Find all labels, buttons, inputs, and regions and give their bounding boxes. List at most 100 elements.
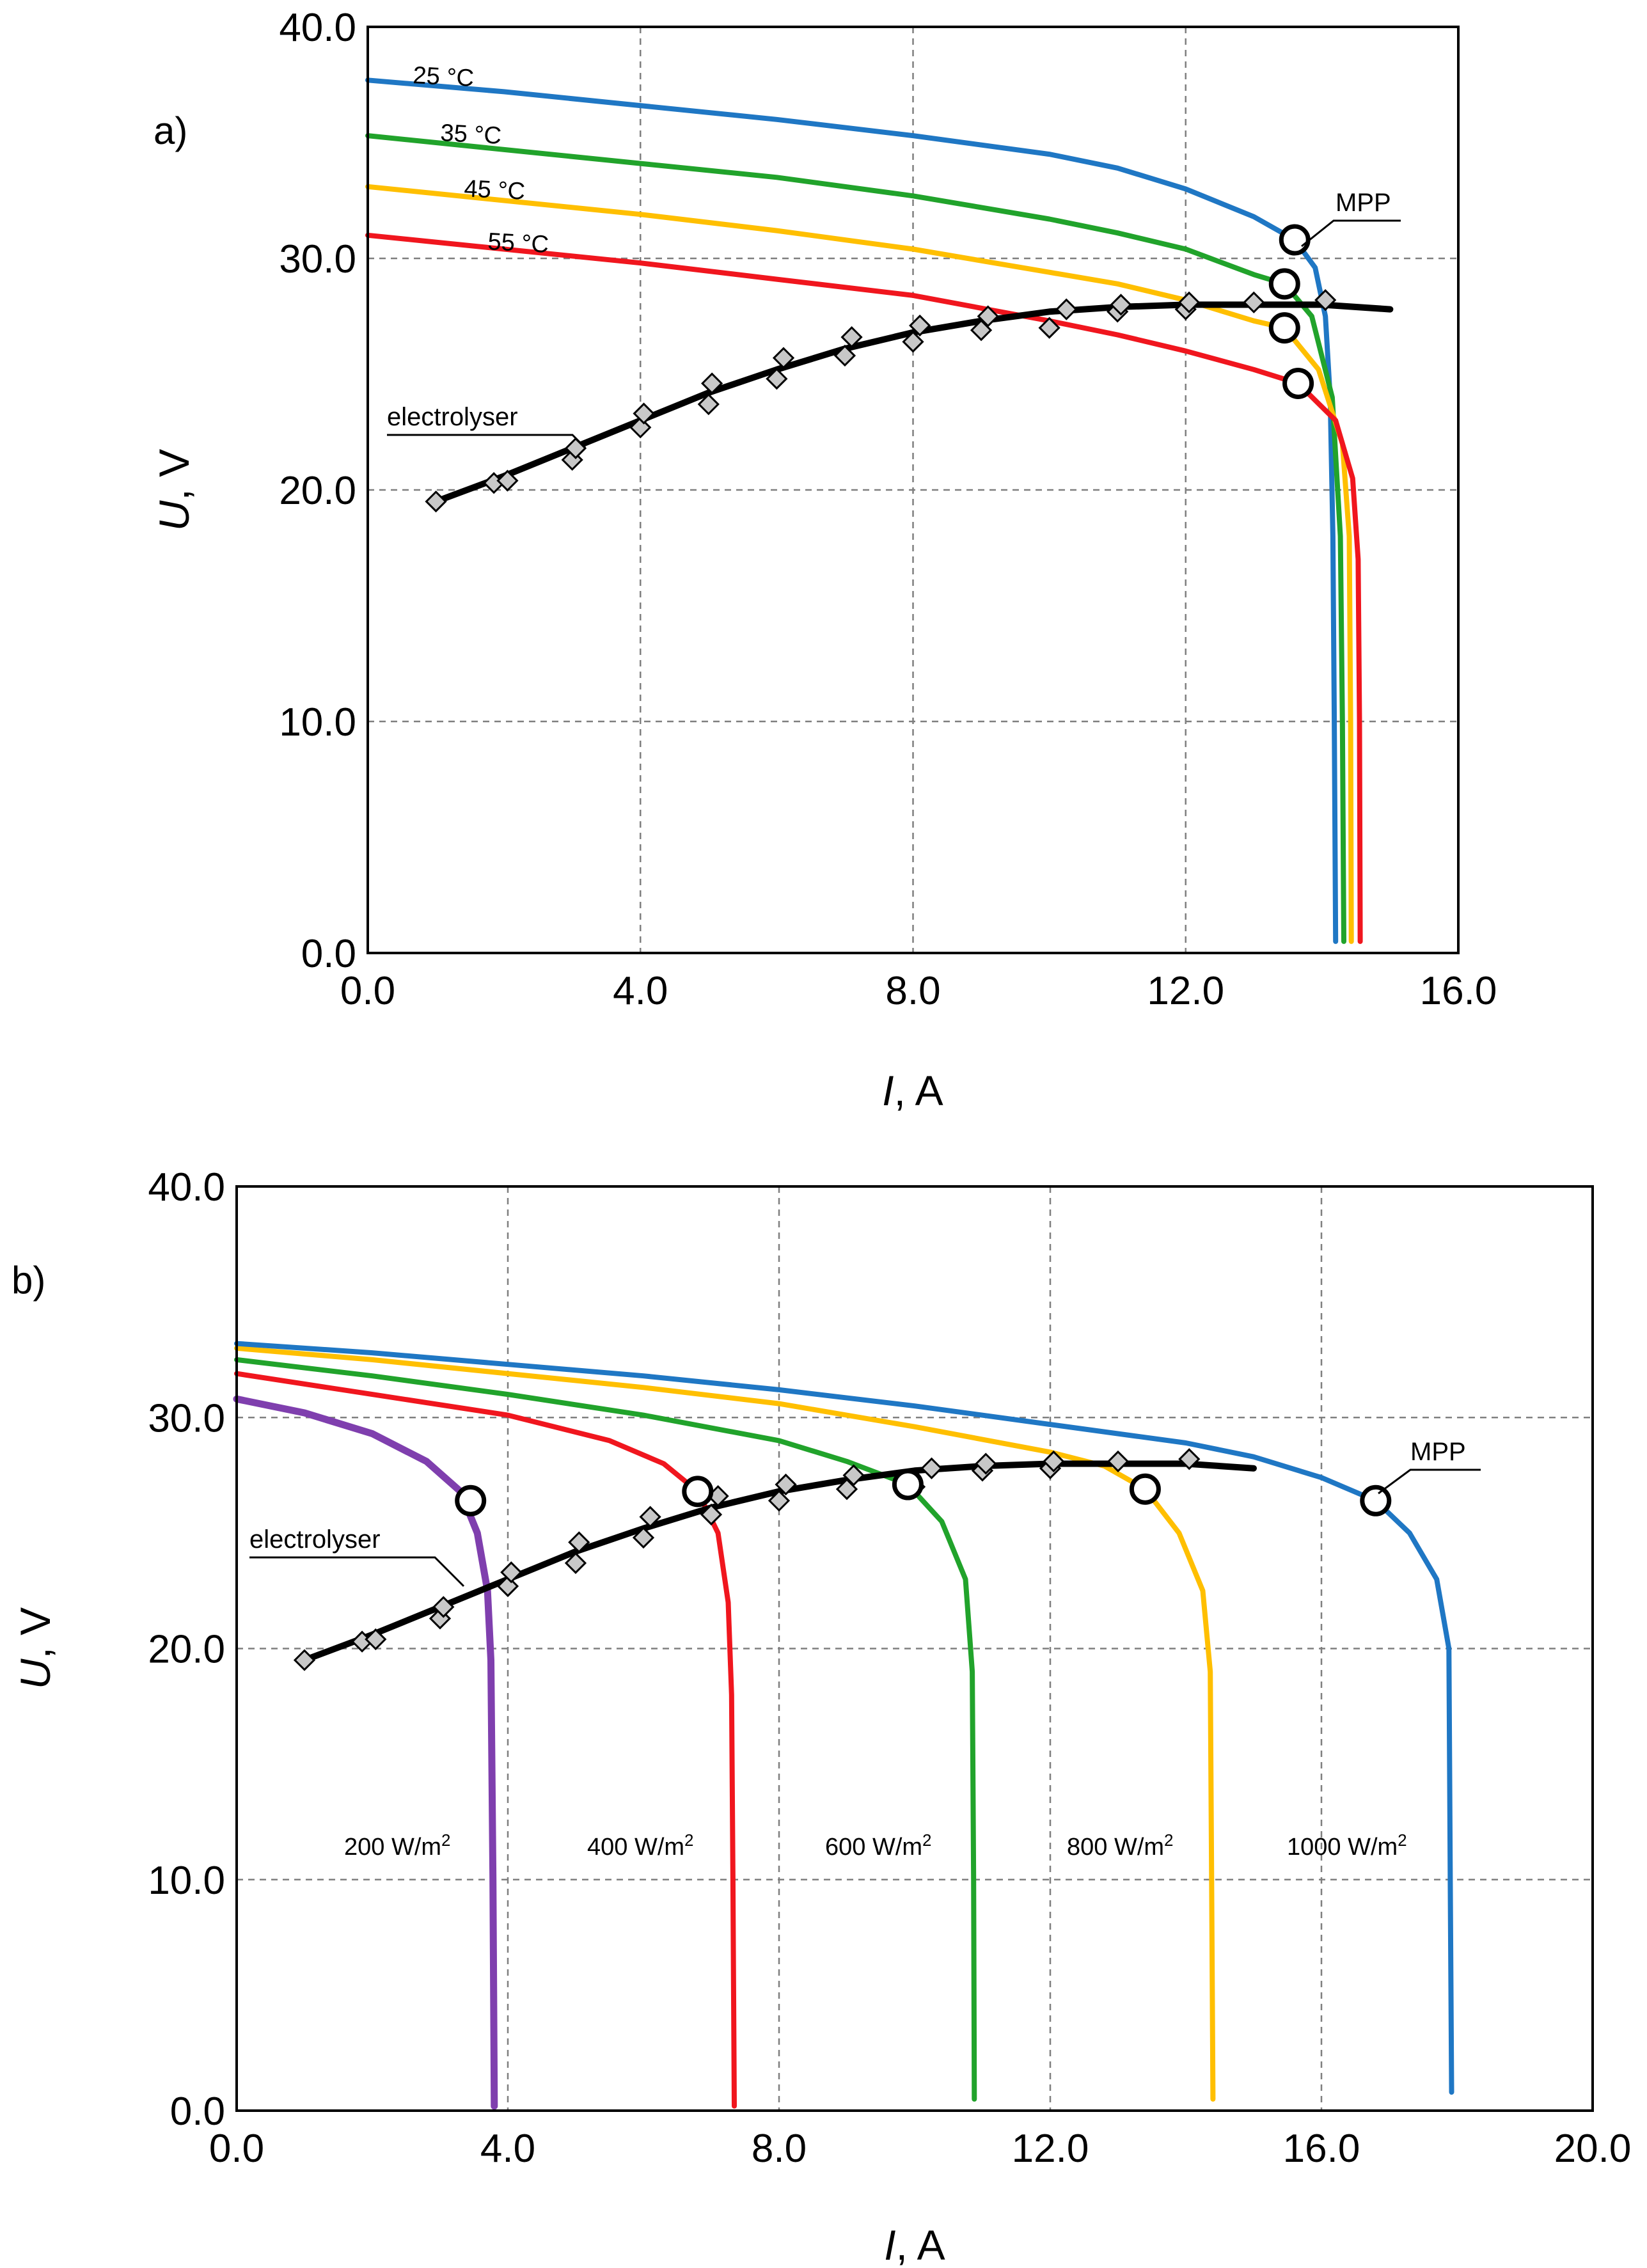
panel-a-electrolyser-marker xyxy=(1110,294,1132,316)
panel-b-electrolyser-marker xyxy=(1178,1448,1201,1470)
panel-a-label: a) xyxy=(154,109,187,152)
panel-a-plot-frame xyxy=(366,26,1460,954)
panel-a-series-line-2 xyxy=(365,133,1346,944)
panel-b-electrolyser-marker xyxy=(632,1526,655,1549)
panel-a-electrolyser xyxy=(425,289,1394,513)
panel-b-series-line-4 xyxy=(234,1345,1216,2102)
panel-b-mpp-marker xyxy=(682,1476,714,1508)
panel-b-electrolyser-leader xyxy=(249,1556,465,1587)
panel-b-x-tick-label: 16.0 xyxy=(1283,2127,1360,2171)
panel-a-mpp-points xyxy=(1268,224,1314,399)
panel-a-curve-label-45: 45 °C xyxy=(464,175,526,205)
panel-a-x-tick-label: 16.0 xyxy=(1420,969,1497,1013)
panel-a-electrolyser-marker xyxy=(697,393,720,416)
panel-b-x-tick-label: 8.0 xyxy=(752,2127,807,2171)
panel-b-electrolyser-marker xyxy=(365,1628,387,1651)
panel-b-x-tick-label: 4.0 xyxy=(480,2127,535,2171)
panel-b-mpp-marker xyxy=(1129,1473,1161,1505)
panel-a-series-line-4 xyxy=(365,232,1363,944)
panel-b-mpp-label: MPP xyxy=(1410,1438,1466,1466)
panel-a-curve-label-25: 25 °C xyxy=(413,62,475,92)
panel-a-x-tick-label: 4.0 xyxy=(613,969,668,1013)
panel-a-chart: a) 0.0 4.0 8.0 12.0 16.0 0.0 10.0 20.0 30.0 40.0… xyxy=(150,6,1497,1114)
panel-b-electrolyser-marker xyxy=(1043,1450,1065,1473)
panel-b-curve-label-400: 400 W/m2 xyxy=(587,1831,694,1861)
panel-a-electrolyser-label: electrolyser xyxy=(387,403,518,431)
panel-a-mpp-marker xyxy=(1282,367,1314,399)
panel-b-y-tick-label: 40.0 xyxy=(148,1165,225,1209)
panel-b-curve-label-1000: 1000 W/m2 xyxy=(1287,1831,1407,1861)
panel-b-gridlines xyxy=(237,1186,1593,2111)
panel-a-electrolyser-marker xyxy=(633,402,655,425)
panel-a-electrolyser-marker xyxy=(970,319,993,342)
panel-a-x-axis-title: I, A xyxy=(882,1067,943,1114)
panel-b-curve-label-600: 600 W/m2 xyxy=(825,1831,932,1861)
panel-a-electrolyser-marker xyxy=(840,326,863,349)
panel-b-y-tick-label: 10.0 xyxy=(148,1859,225,1903)
panel-a-electrolyser-leader xyxy=(387,434,587,449)
panel-a-y-tick-label: 20.0 xyxy=(279,469,356,513)
panel-b-electrolyser xyxy=(293,1448,1257,1671)
panel-b-mpp-leader xyxy=(1378,1469,1481,1495)
panel-a-electrolyser-marker xyxy=(766,368,788,390)
panel-b-electrolyser-marker xyxy=(432,1596,455,1618)
panel-b-electrolyser-marker xyxy=(835,1478,858,1500)
panel-a-electrolyser-marker xyxy=(496,469,519,492)
panel-b-y-tick-label: 30.0 xyxy=(148,1396,225,1440)
panel-b-electrolyser-marker xyxy=(293,1649,316,1671)
panel-a-x-tick-label: 8.0 xyxy=(885,969,940,1013)
panel-a-gridlines xyxy=(368,27,1458,953)
panel-b-y-tick-label: 20.0 xyxy=(148,1628,225,1672)
panel-b-curve-label-800: 800 W/m2 xyxy=(1067,1831,1174,1861)
panel-a-electrolyser-marker xyxy=(1178,291,1201,313)
panel-b-electrolyser-marker xyxy=(500,1561,523,1584)
panel-a-electrolyser-marker xyxy=(425,490,447,513)
panel-a-y-tick-label: 40.0 xyxy=(279,6,356,50)
panel-b-plot-frame xyxy=(235,1185,1594,2112)
panel-b-mpp-points xyxy=(455,1469,1392,1516)
panel-b-electrolyser-marker xyxy=(775,1473,797,1496)
panel-a-electrolyser-marker xyxy=(833,344,856,367)
panel-b-y-axis-title: U, V xyxy=(12,1607,59,1689)
panel-b-x-tick-labels: 0.0 4.0 8.0 12.0 16.0 20.0 xyxy=(209,2127,1631,2171)
panel-a-electrolyser-marker xyxy=(1314,289,1337,311)
panel-b-x-axis-title: I, A xyxy=(884,2221,945,2268)
panel-b-x-tick-label: 12.0 xyxy=(1012,2127,1089,2171)
panel-b-chart: b) 0.0 4.0 8.0 12.0 16.0 20.0 0.0 10.0 20.0 30.0… xyxy=(12,1165,1631,2268)
panel-a-mpp-marker xyxy=(1268,312,1300,344)
panel-a-electrolyser-marker xyxy=(902,331,924,353)
panel-b-mpp-marker xyxy=(892,1469,924,1500)
panel-b-curve-label-200: 200 W/m2 xyxy=(344,1831,451,1861)
panel-b-electrolyser-marker xyxy=(564,1552,587,1574)
panel-a-mpp-marker xyxy=(1268,268,1300,300)
panel-a-x-tick-labels: 0.0 4.0 8.0 12.0 16.0 xyxy=(340,969,1497,1013)
panel-a-mpp-leader xyxy=(1301,219,1401,248)
panel-a-x-tick-label: 12.0 xyxy=(1147,969,1224,1013)
panel-b-electrolyser-marker xyxy=(1107,1450,1130,1473)
panel-b-electrolyser-marker xyxy=(920,1457,943,1479)
panel-b-electrolyser-label: electrolyser xyxy=(249,1525,381,1554)
panel-b-mpp-marker xyxy=(455,1484,487,1516)
panel-b-y-tick-label: 0.0 xyxy=(170,2090,225,2134)
panel-a-electrolyser-marker xyxy=(1243,291,1265,313)
panel-a-x-tick-label: 0.0 xyxy=(340,969,395,1013)
panel-a-curve-label-35: 35 °C xyxy=(440,120,503,150)
panel-b-mpp-marker xyxy=(1360,1484,1392,1516)
panel-b-series-line-5 xyxy=(234,1341,1454,2095)
panel-b-electrolyser-marker xyxy=(568,1531,590,1554)
panel-a-series-line-1 xyxy=(365,77,1339,944)
panel-a-electrolyser-marker xyxy=(909,314,931,337)
panel-a-y-tick-label: 30.0 xyxy=(279,237,356,281)
panel-a-electrolyser-marker xyxy=(772,347,795,369)
panel-b-electrolyser-marker xyxy=(975,1453,997,1475)
panel-b-electrolyser-marker xyxy=(768,1490,791,1512)
panel-a-y-axis-title: U, V xyxy=(150,449,198,531)
panel-a-mpp-marker xyxy=(1279,224,1311,256)
panel-a-y-tick-label: 0.0 xyxy=(301,932,356,976)
panel-a-electrolyser-marker xyxy=(1055,298,1078,320)
panel-b-electrolyser-marker xyxy=(639,1506,661,1528)
panel-b-electrolyser-marker xyxy=(700,1503,723,1526)
panel-a-y-tick-labels: 0.0 10.0 20.0 30.0 40.0 xyxy=(279,6,356,976)
